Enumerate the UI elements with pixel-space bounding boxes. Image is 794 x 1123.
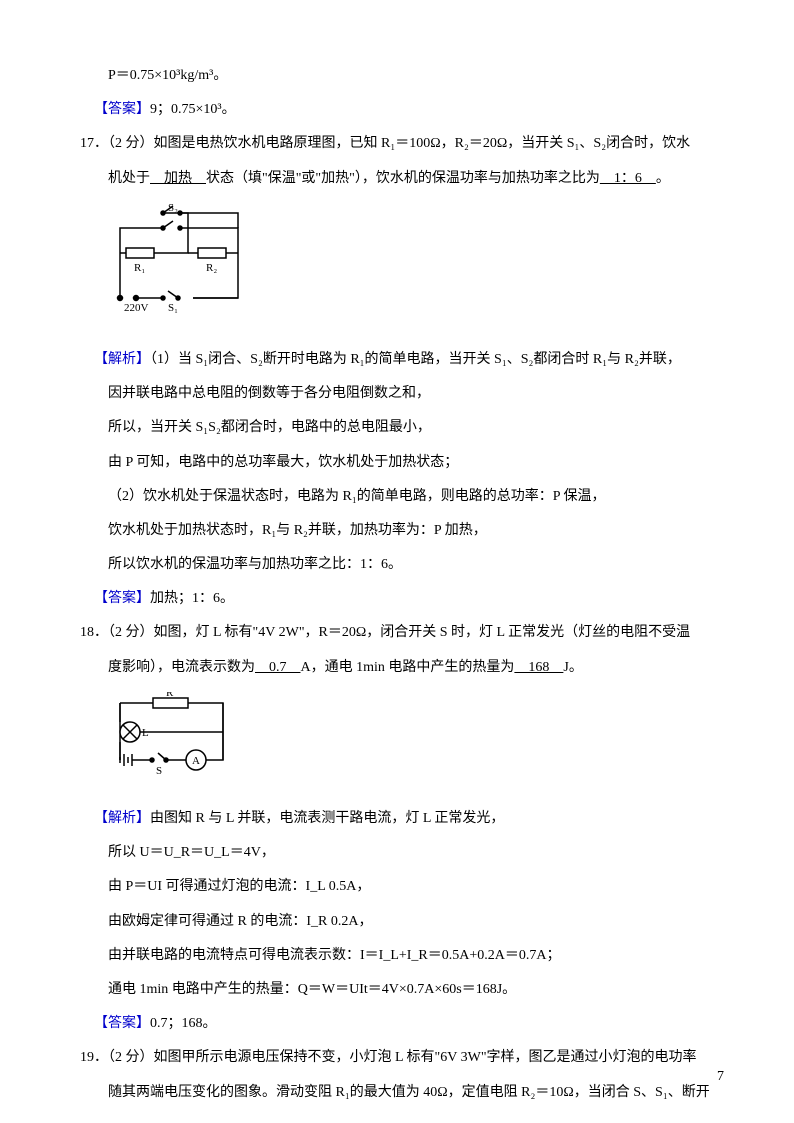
svg-text:S: S <box>156 765 162 777</box>
q18-analysis-6: 通电 1min 电路中产生的热量：Q＝W＝UIt＝4V×0.7A×60s＝168… <box>80 974 724 1006</box>
svg-text:S₂: S₂ <box>168 203 178 214</box>
svg-text:R₂: R₂ <box>206 262 217 274</box>
q17-analysis-6: 饮水机处于加热状态时，R₁与 R₂并联，加热功率为：P 加热， <box>80 515 724 547</box>
q17-line2: 机处于 加热 状态（填"保温"或"加热"），饮水机的保温功率与加热功率之比为 1… <box>80 163 724 195</box>
q17-blank2: 1：6 <box>600 171 656 186</box>
q18-blank1: 0.7 <box>255 660 301 675</box>
svg-text:A: A <box>192 755 200 767</box>
q18-line2: 度影响），电流表示数为 0.7 A，通电 1min 电路中产生的热量为 168 … <box>80 652 724 684</box>
q18-analysis-1: 【解析】由图知 R 与 L 并联，电流表测干路电流，灯 L 正常发光， <box>80 803 724 835</box>
line-rho: P＝0.75×10³kg/m³。 <box>80 60 724 92</box>
circuit-diagram-18: R L S A <box>108 692 724 795</box>
circuit-diagram-17: S₂ R₁ R₂ S₁ 220V <box>108 203 724 336</box>
q17-analysis-1: 【解析】（1）当 S₁闭合、S₂断开时电路为 R₁的简单电路，当开关 S₁、S₂… <box>80 344 724 376</box>
q18-analysis-5: 由并联电路的电流特点可得电流表示数：I＝I_L+I_R＝0.5A+0.2A＝0.… <box>80 940 724 972</box>
svg-text:L: L <box>142 727 149 739</box>
answer-16: 【答案】9；0.75×10³。 <box>80 94 724 126</box>
answer-label: 【答案】 <box>94 591 150 606</box>
q17-answer: 【答案】加热；1：6。 <box>80 583 724 615</box>
q18-analysis-3: 由 P＝UI 可得通过灯泡的电流：I_L 0.5A， <box>80 871 724 903</box>
svg-text:S₁: S₁ <box>168 302 178 314</box>
q17-analysis-5: （2）饮水机处于保温状态时，电路为 R₁的简单电路，则电路的总功率：P 保温， <box>80 481 724 513</box>
q18-analysis-2: 所以 U＝U_R＝U_L＝4V， <box>80 837 724 869</box>
q17-analysis-4: 由 P 可知，电路中的总功率最大，饮水机处于加热状态； <box>80 447 724 479</box>
page-number: 7 <box>717 1061 724 1093</box>
q17-analysis-3: 所以，当开关 S₁S₂都闭合时，电路中的总电阻最小， <box>80 412 724 444</box>
answer-label: 【答案】 <box>94 1016 150 1031</box>
svg-text:R₁: R₁ <box>134 262 145 274</box>
q18-blank2: 168 <box>514 660 563 675</box>
q19-line2: 随其两端电压变化的图象。滑动变阻 R₁的最大值为 40Ω，定值电阻 R₂＝10Ω… <box>80 1077 724 1109</box>
q18-answer: 【答案】0.7；168。 <box>80 1008 724 1040</box>
q18-analysis-4: 由欧姆定律可得通过 R 的电流：I_R 0.2A， <box>80 906 724 938</box>
q17-analysis-7: 所以饮水机的保温功率与加热功率之比：1：6。 <box>80 549 724 581</box>
svg-text:R: R <box>166 692 174 699</box>
q17-analysis-2: 因并联电路中总电阻的倒数等于各分电阻倒数之和， <box>80 378 724 410</box>
answer-label: 【答案】 <box>94 102 150 117</box>
svg-text:220V: 220V <box>124 302 149 314</box>
answer-text: 9；0.75×10³。 <box>150 102 236 117</box>
q19-line1: 19．（2 分）如图甲所示电源电压保持不变，小灯泡 L 标有"6V 3W"字样，… <box>80 1042 724 1074</box>
q17-blank1: 加热 <box>150 171 206 186</box>
analysis-label: 【解析】 <box>94 352 150 367</box>
q18-line1: 18．（2 分）如图，灯 L 标有"4V 2W"，R＝20Ω，闭合开关 S 时，… <box>80 617 724 649</box>
q17-line1: 17．（2 分）如图是电热饮水机电路原理图，已知 R₁＝100Ω，R₂＝20Ω，… <box>80 128 724 160</box>
analysis-label: 【解析】 <box>94 811 150 826</box>
